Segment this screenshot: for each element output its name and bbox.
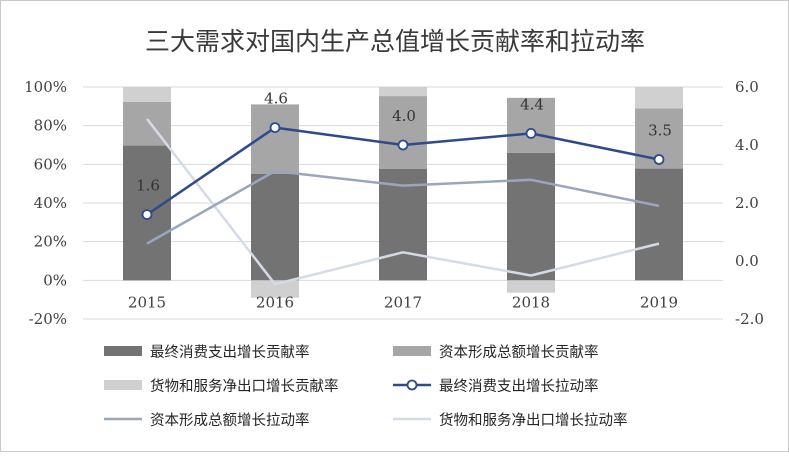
line-point <box>269 122 281 133</box>
bar-segment-1 <box>379 168 427 281</box>
y-left-tick-label: 100% <box>24 78 67 96</box>
y-left-tick-label: -20% <box>29 310 67 328</box>
bar-segment-3 <box>123 87 171 102</box>
x-tick-label: 2019 <box>640 293 678 311</box>
bar-segment-2 <box>507 97 555 153</box>
y-left-tick-label: 0% <box>43 271 67 289</box>
line-point <box>653 154 665 165</box>
y-right-tick-label: 6.0 <box>735 78 759 96</box>
legend-label: 货物和服务净出口增长贡献率 <box>150 378 339 395</box>
data-label: 4.4 <box>520 95 544 113</box>
data-label: 4.6 <box>264 90 288 108</box>
legend-label: 最终消费支出增长拉动率 <box>439 378 599 395</box>
bar-segment-3 <box>635 87 683 109</box>
line-point <box>525 127 537 139</box>
bar-segment-2 <box>379 96 427 169</box>
x-tick-label: 2015 <box>128 293 166 311</box>
y-left-tick-label: 60% <box>34 155 67 173</box>
legend-marker <box>406 379 418 391</box>
legend-label: 资本形成总额增长贡献率 <box>439 344 599 361</box>
legend-label: 资本形成总额增长拉动率 <box>150 412 310 429</box>
y-right-tick-label: 2.0 <box>735 194 759 212</box>
bar-segment-1 <box>507 152 555 281</box>
x-tick-label: 2018 <box>512 293 550 311</box>
y-left-tick-label: 80% <box>34 117 67 135</box>
data-label: 1.6 <box>136 177 160 195</box>
data-label: 3.5 <box>648 122 672 140</box>
bar-segment-3 <box>379 87 427 97</box>
series-line-3 <box>146 118 660 286</box>
bar-segment-3 <box>251 280 299 298</box>
y-right-tick-label: 4.0 <box>735 136 759 154</box>
y-right-tick-label: 0.0 <box>735 252 759 270</box>
line-point <box>141 209 153 221</box>
chart-title: 三大需求对国内生产总值增长贡献率和拉动率 <box>145 27 645 56</box>
series-line-2 <box>146 169 660 245</box>
x-tick-label: 2017 <box>384 293 422 311</box>
data-label: 4.0 <box>392 107 416 125</box>
legend-label: 最终消费支出增长贡献率 <box>150 344 310 361</box>
legend-swatch <box>104 346 142 356</box>
bar-segment-1 <box>635 168 683 281</box>
legend-label: 货物和服务净出口增长拉动率 <box>439 412 628 429</box>
legend-swatch <box>393 346 431 356</box>
bar-segment-3 <box>507 280 555 293</box>
y-left-tick-label: 40% <box>34 194 67 212</box>
legend-swatch <box>104 380 142 390</box>
x-tick-label: 2016 <box>256 293 294 311</box>
line-point <box>397 139 409 151</box>
y-right-tick-label: -2.0 <box>735 310 764 328</box>
y-left-tick-label: 20% <box>34 233 67 251</box>
